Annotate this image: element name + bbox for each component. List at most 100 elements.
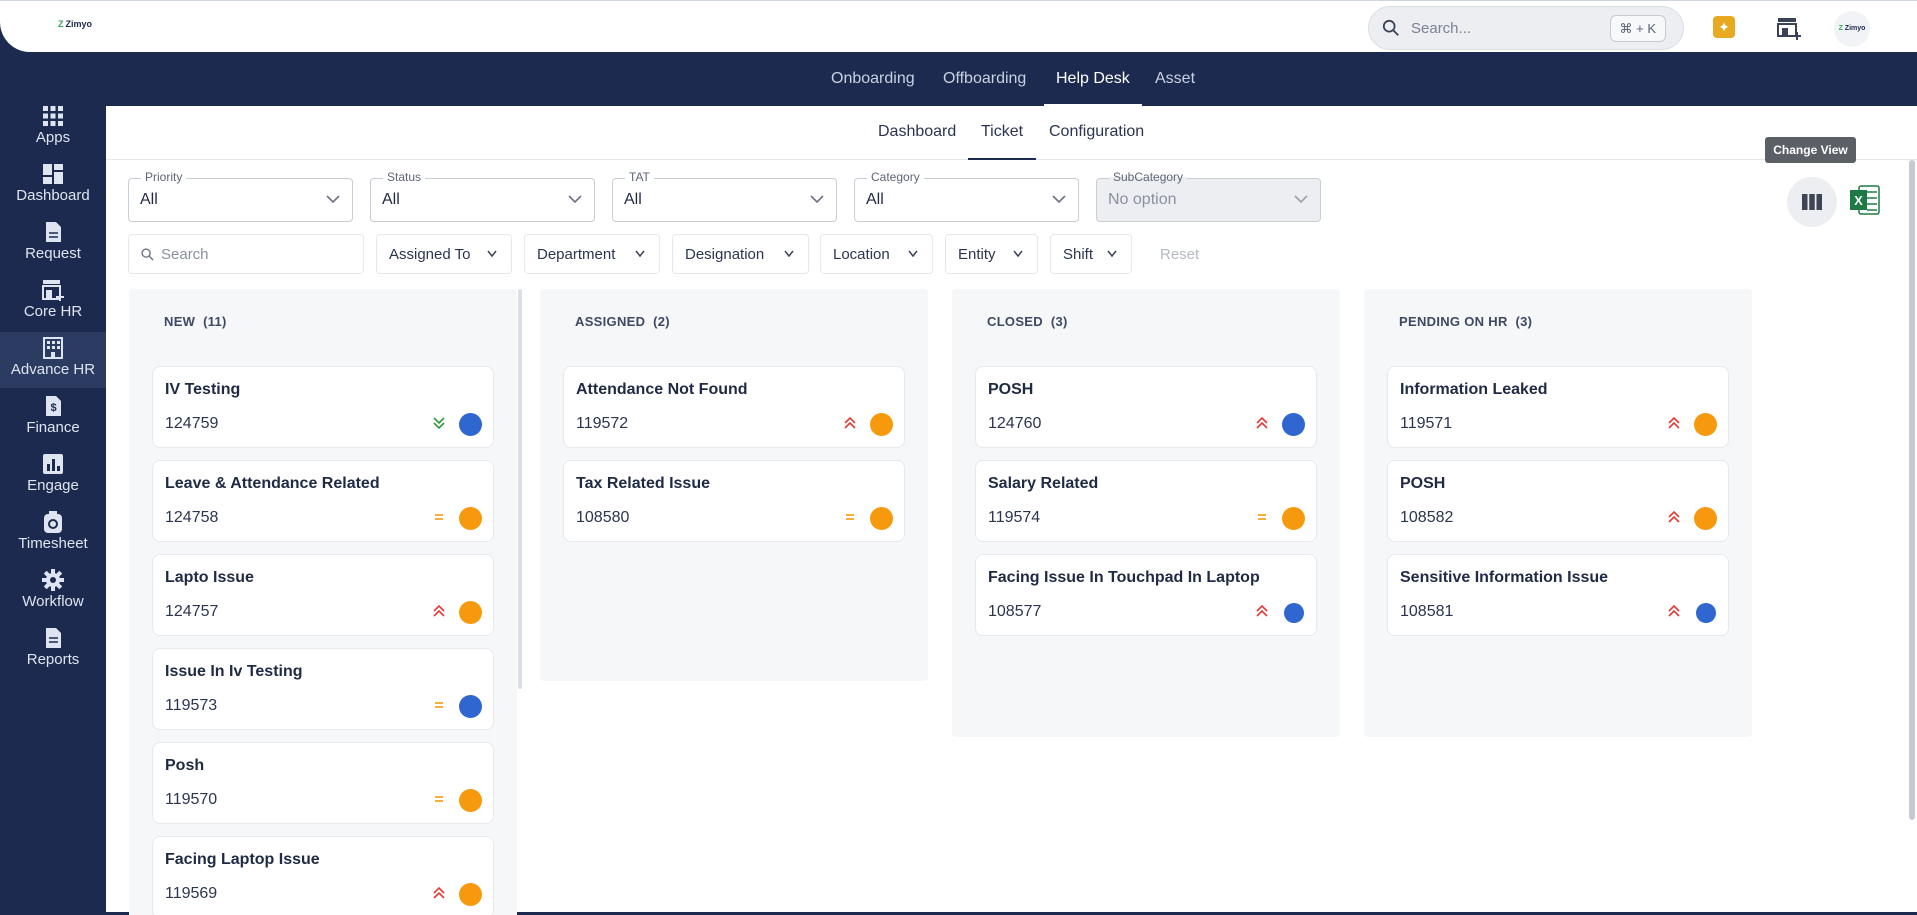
ticket-title: Information Leaked <box>1400 381 1548 398</box>
sidebar: Apps Dashboard Request Core HR Advance H… <box>0 96 106 915</box>
priority-medium-icon <box>435 514 443 520</box>
ticket-card[interactable]: IV Testing 124759 <box>152 366 494 448</box>
assignee-avatar[interactable] <box>459 789 482 812</box>
assignee-avatar[interactable] <box>459 883 482 906</box>
category-select[interactable]: Category All <box>854 170 1079 222</box>
assignee-avatar[interactable] <box>1696 603 1716 623</box>
ticket-title: Sensitive Information Issue <box>1400 569 1609 586</box>
sidebar-item-request[interactable]: Request <box>0 216 106 272</box>
designation-filter[interactable]: Designation <box>672 234 809 274</box>
avatar[interactable]: Z Zimyo <box>1834 11 1870 47</box>
priority-high-icon <box>433 604 445 617</box>
assignee-avatar[interactable] <box>1694 507 1717 530</box>
sidebar-item-workflow[interactable]: Workflow <box>0 564 106 620</box>
ticket-card[interactable]: Lapto Issue 124757 <box>152 554 494 636</box>
priority-select[interactable]: Priority All <box>128 170 353 222</box>
entity-filter[interactable]: Entity <box>945 234 1038 274</box>
ticket-card[interactable]: POSH 108582 <box>1387 460 1729 542</box>
ticket-card[interactable]: Salary Related 119574 <box>975 460 1317 542</box>
sidebar-item-advance-hr[interactable]: Advance HR <box>0 332 106 388</box>
assignee-avatar[interactable] <box>459 601 482 624</box>
assignee-avatar[interactable] <box>1284 603 1304 623</box>
ticket-card[interactable]: Tax Related Issue 108580 <box>563 460 905 542</box>
sidebar-item-finance[interactable]: $ Finance <box>0 390 106 446</box>
sidebar-item-core-hr[interactable]: Core HR <box>0 274 106 330</box>
status-select[interactable]: Status All <box>370 170 595 222</box>
ticket-card[interactable]: Facing Issue In Touchpad In Laptop 108577 <box>975 554 1317 636</box>
module-tab-onboarding[interactable]: Onboarding <box>831 70 915 87</box>
sidebar-item-engage[interactable]: Engage <box>0 448 106 504</box>
column-count: (11) <box>203 314 227 329</box>
assignee-avatar[interactable] <box>870 507 893 530</box>
tat-select[interactable]: TAT All <box>612 170 837 222</box>
ticket-card[interactable]: Posh 119570 <box>152 742 494 824</box>
ticket-id: 124760 <box>988 415 1042 432</box>
column-scrollbar[interactable] <box>518 289 522 689</box>
search-placeholder: Search <box>161 246 209 263</box>
zimyo-logo-icon: Z <box>1838 25 1845 32</box>
priority-high-icon <box>1256 416 1268 429</box>
module-tab-help-desk[interactable]: Help Desk <box>1056 70 1130 87</box>
sidebar-item-reports[interactable]: Reports <box>0 622 106 678</box>
tab-configuration[interactable]: Configuration <box>1049 123 1145 140</box>
change-view-tooltip: Change View <box>1765 137 1856 163</box>
ticket-card[interactable]: Leave & Attendance Related 124758 <box>152 460 494 542</box>
zimyo-logo-icon: Z <box>58 19 64 29</box>
subcategory-select: SubCategory No option <box>1096 170 1321 222</box>
assignee-avatar[interactable] <box>1282 413 1305 436</box>
kanban-column-assigned: ASSIGNED (2) Attendance Not Found 119572 T… <box>540 289 928 681</box>
tab-ticket[interactable]: Ticket <box>981 123 1024 140</box>
priority-medium-icon <box>1258 514 1266 520</box>
column-title: NEW (11) <box>164 314 227 329</box>
chevron-down-icon <box>487 250 497 258</box>
assignee-avatar[interactable] <box>1694 413 1717 436</box>
kanban-column-new: NEW (11) IV Testing 124759 Leave & Attenda… <box>129 289 517 915</box>
sidebar-item-timesheet[interactable]: Timesheet <box>0 506 106 562</box>
sidebar-item-label: Dashboard <box>16 187 90 204</box>
assignee-avatar[interactable] <box>459 413 482 436</box>
sidebar-item-dashboard[interactable]: Dashboard <box>0 158 106 214</box>
excel-export-icon[interactable]: X <box>1850 184 1880 216</box>
page-scrollbar[interactable] <box>1909 160 1915 820</box>
ticket-id: 119574 <box>988 509 1041 526</box>
brand-logo[interactable]: Z Zimyo <box>58 19 92 29</box>
ticket-title: POSH <box>1400 475 1446 492</box>
ticket-title: POSH <box>988 381 1034 398</box>
chevron-down-icon <box>1013 250 1023 258</box>
ticket-card[interactable]: Sensitive Information Issue 108581 <box>1387 554 1729 636</box>
change-view-button[interactable] <box>1787 177 1837 227</box>
timesheet-icon <box>44 511 62 533</box>
sidebar-item-label: Advance HR <box>10 361 96 378</box>
module-tab-offboarding[interactable]: Offboarding <box>943 70 1027 87</box>
assigned-to-filter[interactable]: Assigned To <box>376 234 512 274</box>
department-filter[interactable]: Department <box>524 234 660 274</box>
location-filter[interactable]: Location <box>820 234 933 274</box>
reports-icon <box>46 628 61 648</box>
column-title-text: NEW <box>164 314 196 329</box>
shift-label: Shift <box>1063 246 1094 263</box>
tab-dashboard[interactable]: Dashboard <box>878 123 957 140</box>
ticket-search-input[interactable]: Search <box>128 234 364 274</box>
request-icon <box>46 222 61 242</box>
dashboard-icon <box>43 164 63 184</box>
ticket-card[interactable]: Facing Laptop Issue 119569 <box>152 836 494 915</box>
assignee-avatar[interactable] <box>1282 507 1305 530</box>
assignee-avatar[interactable] <box>459 695 482 718</box>
ai-sparkle-icon[interactable]: ✦ <box>1713 16 1735 38</box>
ticket-card[interactable]: POSH 124760 <box>975 366 1317 448</box>
sidebar-item-apps[interactable]: Apps <box>0 100 106 156</box>
store-add-icon[interactable] <box>1776 16 1802 40</box>
shift-filter[interactable]: Shift <box>1050 234 1132 274</box>
ticket-card[interactable]: Attendance Not Found 119572 <box>563 366 905 448</box>
reset-button[interactable]: Reset <box>1160 246 1200 263</box>
ticket-card[interactable]: Issue In Iv Testing 119573 <box>152 648 494 730</box>
advance-hr-icon <box>43 337 63 359</box>
tat-label: TAT <box>625 170 654 184</box>
assignee-avatar[interactable] <box>459 507 482 530</box>
shortcut-hint: ⌘ + K <box>1609 15 1666 42</box>
module-tab-asset[interactable]: Asset <box>1155 70 1196 87</box>
assignee-avatar[interactable] <box>870 413 893 436</box>
global-search[interactable]: Search... ⌘ + K <box>1368 6 1684 50</box>
ticket-card[interactable]: Information Leaked 119571 <box>1387 366 1729 448</box>
priority-high-icon <box>1668 510 1680 523</box>
